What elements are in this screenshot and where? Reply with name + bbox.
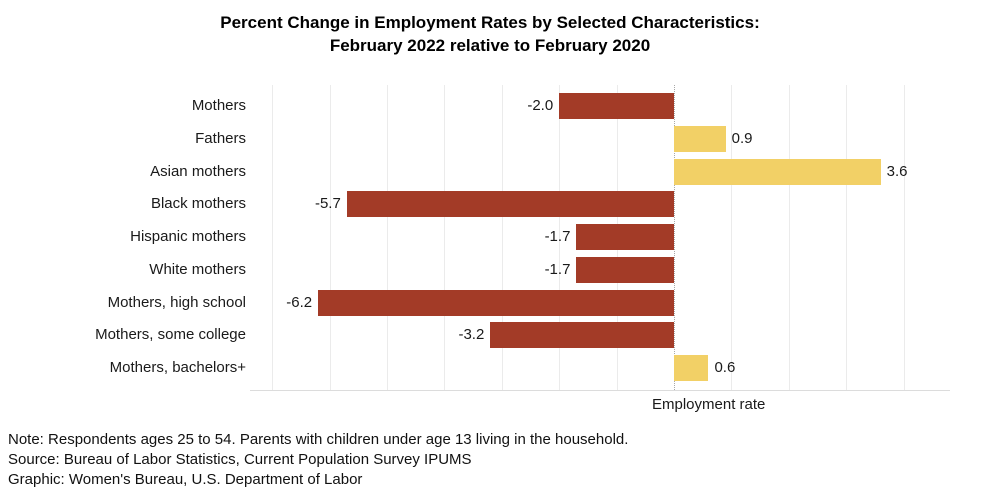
category-label: Hispanic mothers bbox=[130, 228, 246, 245]
bar-negative bbox=[559, 93, 674, 119]
x-gridline bbox=[329, 85, 331, 390]
category-label: Fathers bbox=[195, 130, 246, 147]
x-gridline bbox=[272, 85, 274, 390]
value-label: 0.9 bbox=[731, 130, 753, 147]
bar-positive bbox=[674, 126, 726, 152]
zero-line bbox=[674, 85, 675, 390]
bar-negative bbox=[490, 322, 674, 348]
value-label: 0.6 bbox=[714, 359, 736, 376]
category-label: Black mothers bbox=[150, 195, 246, 212]
value-label: -1.7 bbox=[544, 261, 571, 278]
x-axis-label: Employment rate bbox=[652, 396, 766, 413]
value-label: 3.6 bbox=[886, 163, 908, 180]
value-label: -6.2 bbox=[286, 294, 313, 311]
chart-notes: Note: Respondents ages 25 to 54. Parents… bbox=[8, 430, 628, 490]
x-axis-line bbox=[250, 390, 950, 391]
x-gridline bbox=[731, 85, 733, 390]
source-line: Source: Bureau of Labor Statistics, Curr… bbox=[8, 451, 472, 468]
value-label: -5.7 bbox=[314, 195, 341, 212]
graphic-line: Graphic: Women's Bureau, U.S. Department… bbox=[8, 471, 363, 488]
chart-title-line1: Percent Change in Employment Rates by Se… bbox=[220, 13, 760, 32]
bar-negative bbox=[318, 290, 674, 316]
category-label: Mothers bbox=[191, 97, 246, 114]
chart-title: Percent Change in Employment Rates by Se… bbox=[0, 11, 980, 57]
category-label: White mothers bbox=[149, 261, 246, 278]
bar-negative bbox=[576, 257, 674, 283]
category-label: Mothers, high school bbox=[107, 294, 246, 311]
x-gridline bbox=[903, 85, 905, 390]
x-gridline bbox=[559, 85, 561, 390]
note-line: Note: Respondents ages 25 to 54. Parents… bbox=[8, 431, 629, 448]
value-label: -3.2 bbox=[458, 326, 485, 343]
category-label: Asian mothers bbox=[150, 163, 246, 180]
x-gridline bbox=[501, 85, 503, 390]
value-label: -2.0 bbox=[527, 97, 554, 114]
chart-title-line2: February 2022 relative to February 2020 bbox=[329, 36, 651, 55]
bar-negative bbox=[346, 191, 674, 217]
x-gridline bbox=[387, 85, 388, 390]
value-label: -1.7 bbox=[544, 228, 571, 245]
bar-positive bbox=[674, 355, 709, 381]
category-label: Mothers, bachelors+ bbox=[109, 359, 246, 376]
bar-negative bbox=[576, 224, 674, 250]
x-gridline bbox=[788, 85, 790, 390]
category-label: Mothers, some college bbox=[95, 326, 246, 343]
x-gridline bbox=[846, 85, 848, 390]
bar-positive bbox=[674, 159, 881, 185]
x-gridline bbox=[444, 85, 446, 390]
